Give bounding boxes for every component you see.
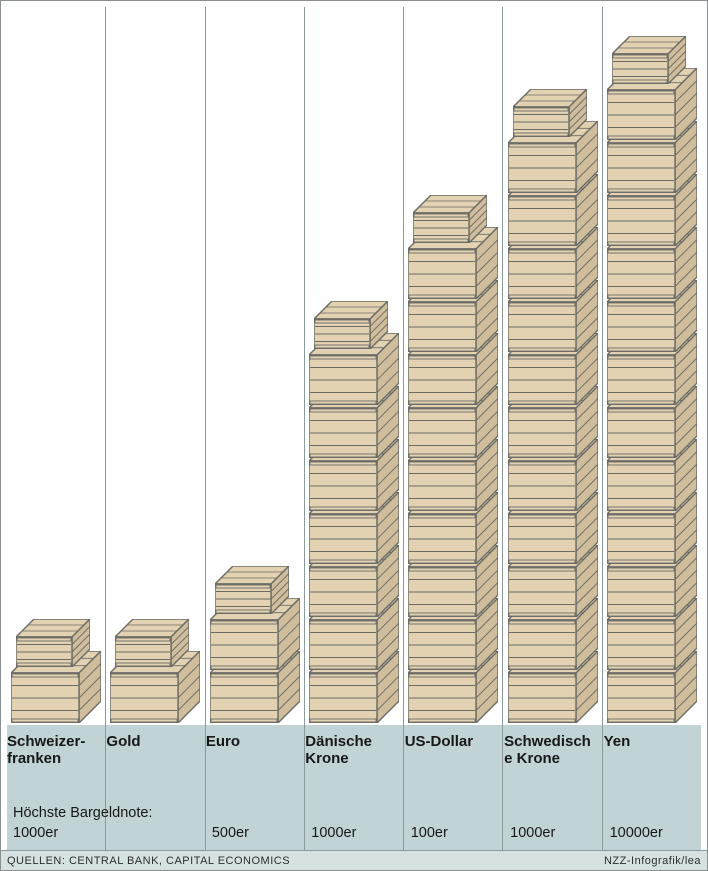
crate-icon (612, 36, 686, 84)
column-1 (106, 7, 205, 850)
crate-stack (503, 89, 601, 723)
note-value: 10000er (604, 825, 703, 841)
crate-icon (115, 619, 189, 667)
category-label: Schwedische Krone (498, 725, 601, 768)
crate-icon (413, 195, 487, 243)
source-right: NZZ-Infografik/lea (604, 855, 701, 867)
crate-stack (7, 619, 105, 723)
category-label: Schweizer-franken (1, 725, 104, 768)
crate-stack (305, 301, 403, 723)
category-label: Euro (200, 725, 303, 750)
crate-icon (16, 619, 90, 667)
crate-stack (206, 566, 304, 723)
column-4 (404, 7, 503, 850)
note-value: 100er (405, 825, 504, 841)
category-label: Gold (100, 725, 203, 750)
note-value: 500er (206, 825, 305, 841)
column-5 (503, 7, 602, 850)
column-2 (206, 7, 305, 850)
category-label: US-Dollar (399, 725, 502, 750)
category-label: Dänische Krone (299, 725, 402, 768)
crate-icon (314, 301, 388, 349)
note-row-label: Höchste Bargeldnote: (13, 805, 152, 821)
source-left: QUELLEN: CENTRAL BANK, CAPITAL ECONOMICS (7, 855, 290, 867)
crate-stack (404, 195, 502, 723)
column-0 (7, 7, 106, 850)
columns-container (7, 7, 701, 850)
crate-icon (215, 566, 289, 614)
note-value: 1000er (504, 825, 603, 841)
column-6 (603, 7, 701, 850)
note-value: 1000er (305, 825, 404, 841)
source-bar: QUELLEN: CENTRAL BANK, CAPITAL ECONOMICS… (1, 850, 707, 870)
crate-stack (106, 619, 204, 723)
crate-stack (603, 36, 701, 723)
infographic-frame: Höchste Bargeldnote: QUELLEN: CENTRAL BA… (0, 0, 708, 871)
column-3 (305, 7, 404, 850)
crate-icon (513, 89, 587, 137)
category-label: Yen (598, 725, 701, 750)
note-value: 1000er (7, 825, 106, 841)
